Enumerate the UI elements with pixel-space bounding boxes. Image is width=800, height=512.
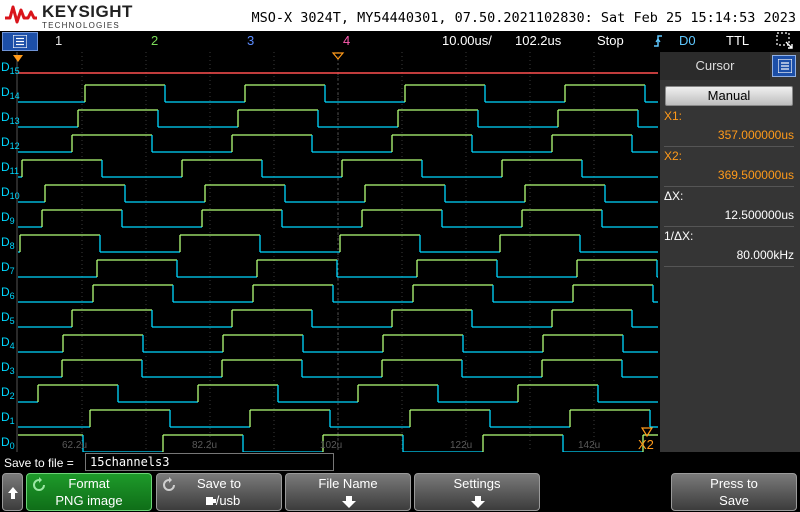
list-icon (778, 59, 792, 73)
panel-title: Cursor (660, 52, 770, 80)
x2-cursor-marker[interactable] (640, 427, 654, 438)
waveform-display[interactable]: D15 D14 D13 D12 D11 D10 D9 D8 D7 D6 D5 D4 D3 D2 D1 D0 62… (0, 52, 658, 452)
menu-icon (13, 35, 27, 48)
time-tick-label: 102u (320, 440, 342, 451)
settings-softkey[interactable]: Settings (414, 473, 540, 511)
up-button[interactable] (2, 473, 23, 511)
channel-label[interactable]: D4 (1, 335, 15, 351)
usb-drive-icon (205, 497, 216, 505)
x2-value[interactable]: 369.500000us (717, 168, 794, 182)
x2-cursor-label: X2 (638, 437, 654, 452)
up-arrow-icon (8, 487, 18, 499)
channel-label[interactable]: D0 (1, 435, 15, 451)
save-to-file-label: Save to file = (4, 456, 74, 470)
instrument-info: MSO-X 3024T, MY54440301, 07.50.202110283… (251, 10, 796, 26)
brand-subtitle: TECHNOLOGIES (42, 21, 120, 30)
channel-label[interactable]: D11 (1, 160, 19, 176)
run-state: Stop (597, 33, 624, 48)
format-value: PNG image (55, 493, 123, 508)
file-name-softkey[interactable]: File Name (285, 473, 411, 511)
trigger-marker[interactable] (331, 52, 345, 60)
save-to-value-wrap: /usb (165, 493, 281, 508)
keysight-logo: KEYSIGHT TECHNOLOGIES (4, 2, 133, 30)
channel-3-indicator[interactable]: 3 (247, 33, 255, 48)
x2-label: X2: (664, 149, 683, 163)
cursor-mode-button[interactable]: Manual (665, 86, 793, 106)
channel-label[interactable]: D6 (1, 285, 15, 301)
entry-knob-icon (163, 477, 175, 491)
press-to-save-softkey[interactable]: Press to Save (671, 473, 797, 511)
brand-name: KEYSIGHT (42, 2, 133, 21)
channel-label[interactable]: D2 (1, 385, 15, 401)
save-to-label: Save to (196, 476, 242, 491)
main-menu-button[interactable] (2, 32, 38, 51)
channel-label[interactable]: D3 (1, 360, 15, 376)
press-to-save-label: Press to (710, 476, 758, 491)
x1-label: X1: (664, 109, 683, 123)
format-label: Format (68, 476, 110, 491)
entry-knob-icon (33, 477, 45, 491)
x1-value[interactable]: 357.000000us (717, 128, 794, 142)
time-reference-marker (13, 55, 23, 62)
inverse-delta-x-label: 1/ΔX: (664, 229, 694, 243)
trigger-source: D0 (679, 33, 696, 48)
divider (664, 226, 794, 227)
time-tick-label: 82.2u (192, 440, 217, 451)
channel-label[interactable]: D5 (1, 310, 15, 326)
channel-2-indicator[interactable]: 2 (151, 33, 159, 48)
channel-label[interactable]: D7 (1, 260, 15, 276)
timebase-value[interactable]: 10.00us/ (442, 33, 492, 48)
delta-x-label: ΔX: (664, 189, 684, 203)
save-to-softkey[interactable]: Save to /usb (156, 473, 282, 511)
save-to-value: /usb (215, 493, 241, 508)
trigger-type: TTL (726, 33, 750, 48)
format-softkey[interactable]: Format PNG image (26, 473, 152, 511)
trigger-edge-icon (653, 33, 663, 51)
status-bar: 1 2 3 4 10.00us/ 102.2us Stop D0 TTL (0, 31, 800, 52)
keysight-wave-icon (5, 5, 37, 24)
divider (664, 146, 794, 147)
down-arrow-icon (342, 496, 356, 508)
channel-label[interactable]: D9 (1, 210, 15, 226)
time-tick-label: 62.2u (62, 440, 87, 451)
panel-menu-button[interactable] (772, 55, 796, 77)
inverse-delta-x-value: 80.000kHz (736, 248, 794, 262)
filename-field[interactable]: 15channels3 (85, 453, 334, 471)
screen-grab-icon[interactable] (776, 32, 794, 50)
delay-value[interactable]: 102.2us (515, 33, 562, 48)
channel-label[interactable]: D8 (1, 235, 15, 251)
cursor-panel: Cursor Manual X1: 357.000000us X2: 369.5… (660, 52, 800, 452)
channel-label[interactable]: D1 (1, 410, 15, 426)
file-name-label: File Name (318, 476, 378, 491)
settings-label: Settings (453, 476, 501, 491)
channel-4-indicator[interactable]: 4 (343, 33, 351, 48)
down-arrow-icon (471, 496, 485, 508)
press-to-save-value: Save (719, 493, 749, 508)
title-bar: KEYSIGHT TECHNOLOGIES MSO-X 3024T, MY544… (0, 0, 800, 31)
channel-1-indicator[interactable]: 1 (55, 33, 63, 48)
divider (664, 186, 794, 187)
time-tick-label: 122u (450, 440, 472, 451)
time-tick-label: 142u (578, 440, 600, 451)
delta-x-value: 12.500000us (724, 208, 794, 222)
divider (664, 266, 794, 267)
